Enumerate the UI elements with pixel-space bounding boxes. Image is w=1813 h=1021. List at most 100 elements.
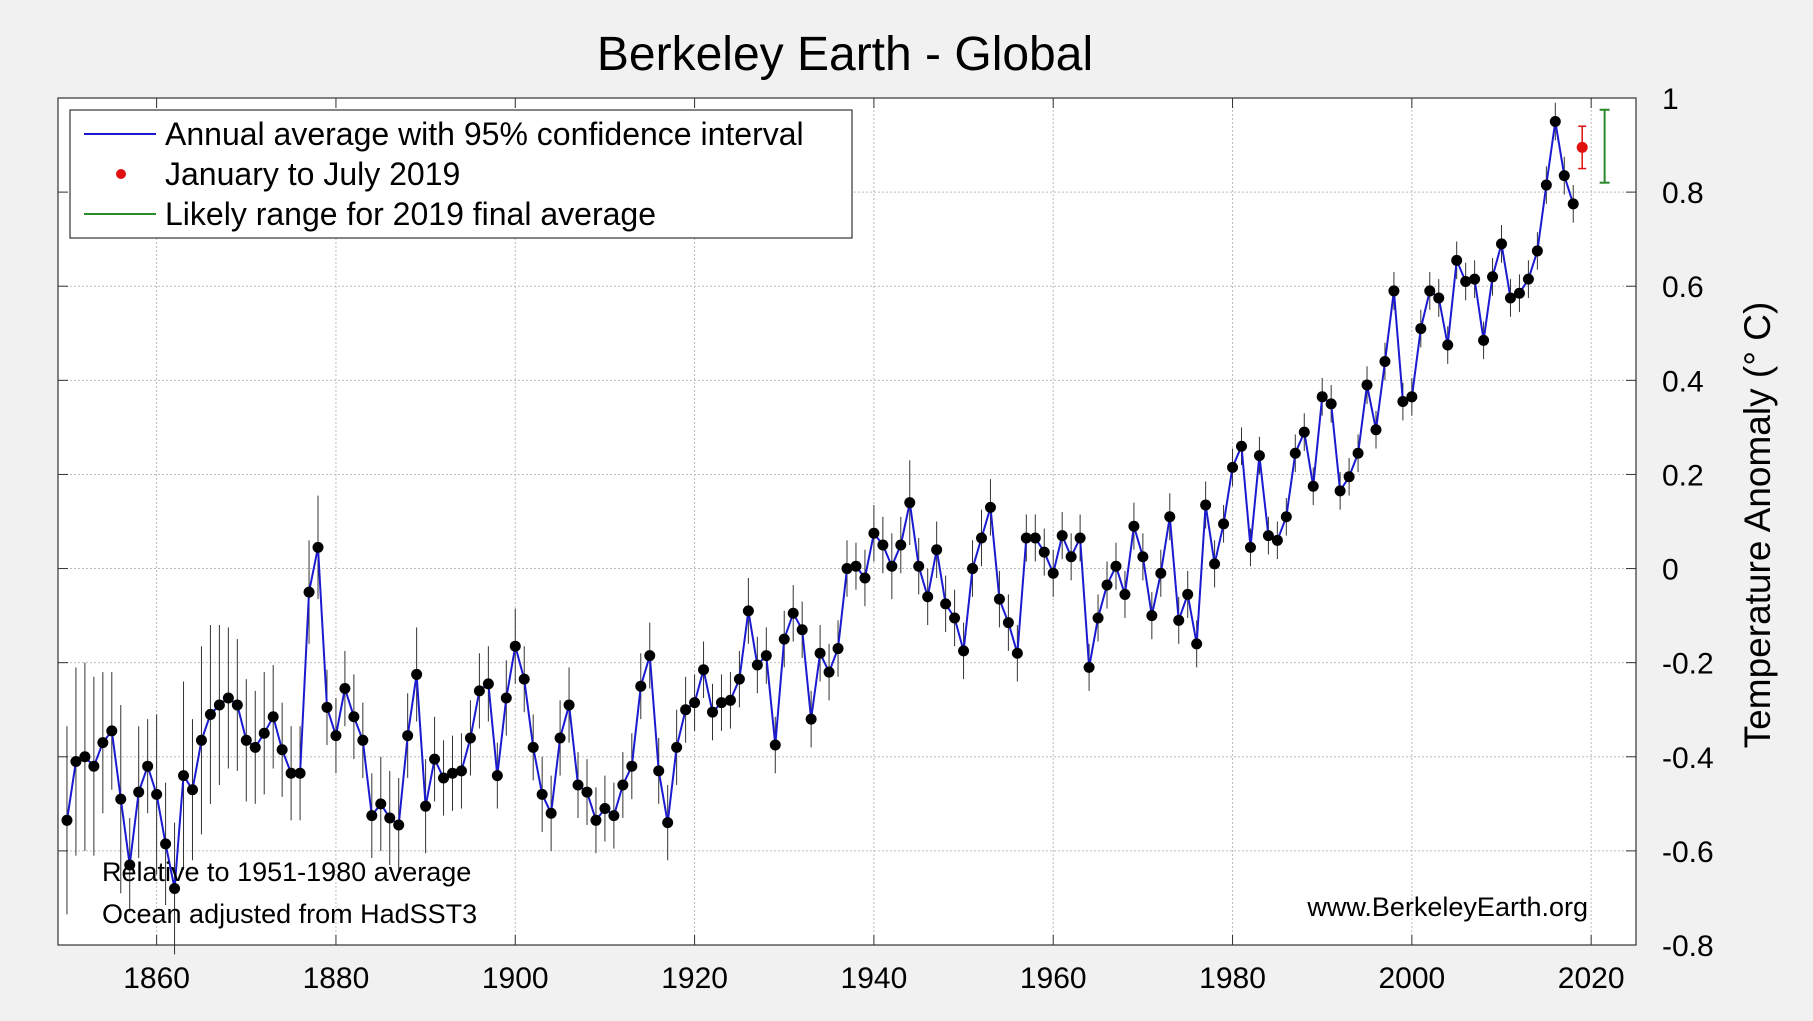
annual-average-point xyxy=(402,730,414,742)
y-tick-label: 0.6 xyxy=(1662,271,1704,304)
y-tick-label: 0.8 xyxy=(1662,177,1704,210)
annual-average-point xyxy=(1182,588,1194,600)
annual-average-point xyxy=(1388,285,1400,297)
2019-markers xyxy=(1576,108,1610,184)
annual-average-point xyxy=(473,685,485,697)
annual-average-point xyxy=(160,838,172,850)
annual-average-point xyxy=(850,560,862,572)
annual-average-point xyxy=(169,883,181,895)
annual-average-point xyxy=(1442,339,1454,351)
annual-average-point xyxy=(1020,532,1032,544)
annual-average-point xyxy=(1558,170,1570,182)
annual-average-point xyxy=(1092,612,1104,624)
annual-average-point xyxy=(814,647,826,659)
annual-average-point xyxy=(832,643,844,655)
annual-average-point xyxy=(213,699,225,711)
annual-average-point xyxy=(635,680,647,692)
annual-average-point xyxy=(1307,480,1319,492)
annual-average-point xyxy=(1029,532,1041,544)
annual-average-point xyxy=(1253,450,1265,462)
annual-average-point xyxy=(1549,116,1561,128)
annual-average-point xyxy=(608,810,620,822)
annual-average-point xyxy=(536,788,548,800)
annual-average-point xyxy=(1038,546,1050,558)
annual-average-point xyxy=(1298,426,1310,438)
annual-average-point xyxy=(1370,424,1382,436)
annual-average-point xyxy=(249,741,261,753)
annual-average-point xyxy=(222,692,234,704)
annual-average-point xyxy=(276,744,288,756)
annual-average-point xyxy=(1101,579,1113,591)
annual-average-point xyxy=(195,734,207,746)
annual-average-point xyxy=(1406,391,1418,403)
annual-average-point xyxy=(1271,534,1283,546)
legend-box xyxy=(69,109,853,239)
annual-average-point xyxy=(796,624,808,636)
annual-average-point xyxy=(491,770,503,782)
annual-average-point xyxy=(420,800,432,812)
annual-average-point xyxy=(599,803,611,815)
annual-average-point xyxy=(70,755,82,767)
annual-average-point xyxy=(698,664,710,676)
annual-average-point xyxy=(760,650,772,662)
annual-average-point xyxy=(1352,447,1364,459)
annual-average-point xyxy=(1083,661,1095,673)
annual-average-point xyxy=(375,798,387,810)
annual-average-point xyxy=(1146,610,1158,622)
x-tick-label: 1960 xyxy=(1020,962,1087,995)
annual-average-point xyxy=(411,668,423,680)
annual-average-point xyxy=(1487,271,1499,283)
annual-average-point xyxy=(321,701,333,713)
annual-average-point xyxy=(267,711,279,723)
annual-average-point xyxy=(922,591,934,603)
annual-average-point xyxy=(554,732,566,744)
annual-average-point xyxy=(1128,520,1140,532)
annual-average-point xyxy=(940,598,952,610)
annual-average-point xyxy=(518,673,530,685)
annual-average-point xyxy=(671,741,683,753)
annual-average-point xyxy=(626,760,638,772)
annual-average-point xyxy=(1110,560,1122,572)
annual-average-point xyxy=(204,708,216,720)
annual-average-point xyxy=(742,605,754,617)
annual-average-point xyxy=(841,563,853,575)
annual-average-point xyxy=(1173,614,1185,626)
annual-average-point xyxy=(787,607,799,619)
y-tick-label: 1 xyxy=(1662,83,1679,116)
x-tick-label: 2000 xyxy=(1378,962,1445,995)
y-tick-label: -0.8 xyxy=(1662,930,1714,963)
annual-average-point xyxy=(1227,461,1239,473)
annual-average-point xyxy=(447,767,458,779)
legend-label-annual-average: Annual average with 95% confidence inter… xyxy=(165,116,804,152)
annual-average-point xyxy=(384,812,396,824)
annual-average-point xyxy=(572,779,584,791)
y-tick-label: 0.2 xyxy=(1662,459,1704,492)
annual-average-point xyxy=(984,501,996,513)
annual-average-point xyxy=(178,770,190,782)
annual-average-point xyxy=(886,560,898,572)
y-tick-label: 0.4 xyxy=(1662,365,1704,398)
jan-jul-2019-point xyxy=(1576,141,1588,153)
y-axis: -0.8 -0.6 -0.4 -0.2 0 0.2 0.4 0.6 0.8 1 xyxy=(58,83,1714,963)
annual-average-point xyxy=(527,741,539,753)
annual-average-point xyxy=(1504,292,1516,304)
annual-average-point xyxy=(895,539,907,551)
annual-average-point xyxy=(438,772,450,784)
annual-average-point xyxy=(563,699,575,711)
plot-area xyxy=(58,98,1636,945)
x-tick-label: 1980 xyxy=(1199,962,1266,995)
legend: Annual average with 95% confidence inter… xyxy=(69,109,853,239)
annual-average-point xyxy=(1334,485,1346,497)
annual-average-point xyxy=(79,751,91,763)
annual-average-point xyxy=(913,560,925,572)
annual-average-point xyxy=(151,788,163,800)
annual-average-point xyxy=(464,732,476,744)
annual-average-point xyxy=(186,784,198,796)
annual-average-point xyxy=(303,586,315,598)
annual-average-point xyxy=(1513,287,1525,299)
legend-label-likely-range: Likely range for 2019 final average xyxy=(165,196,656,232)
annual-average-point xyxy=(339,683,351,695)
annual-average-point xyxy=(859,572,871,584)
x-tick-label: 1860 xyxy=(123,962,190,995)
